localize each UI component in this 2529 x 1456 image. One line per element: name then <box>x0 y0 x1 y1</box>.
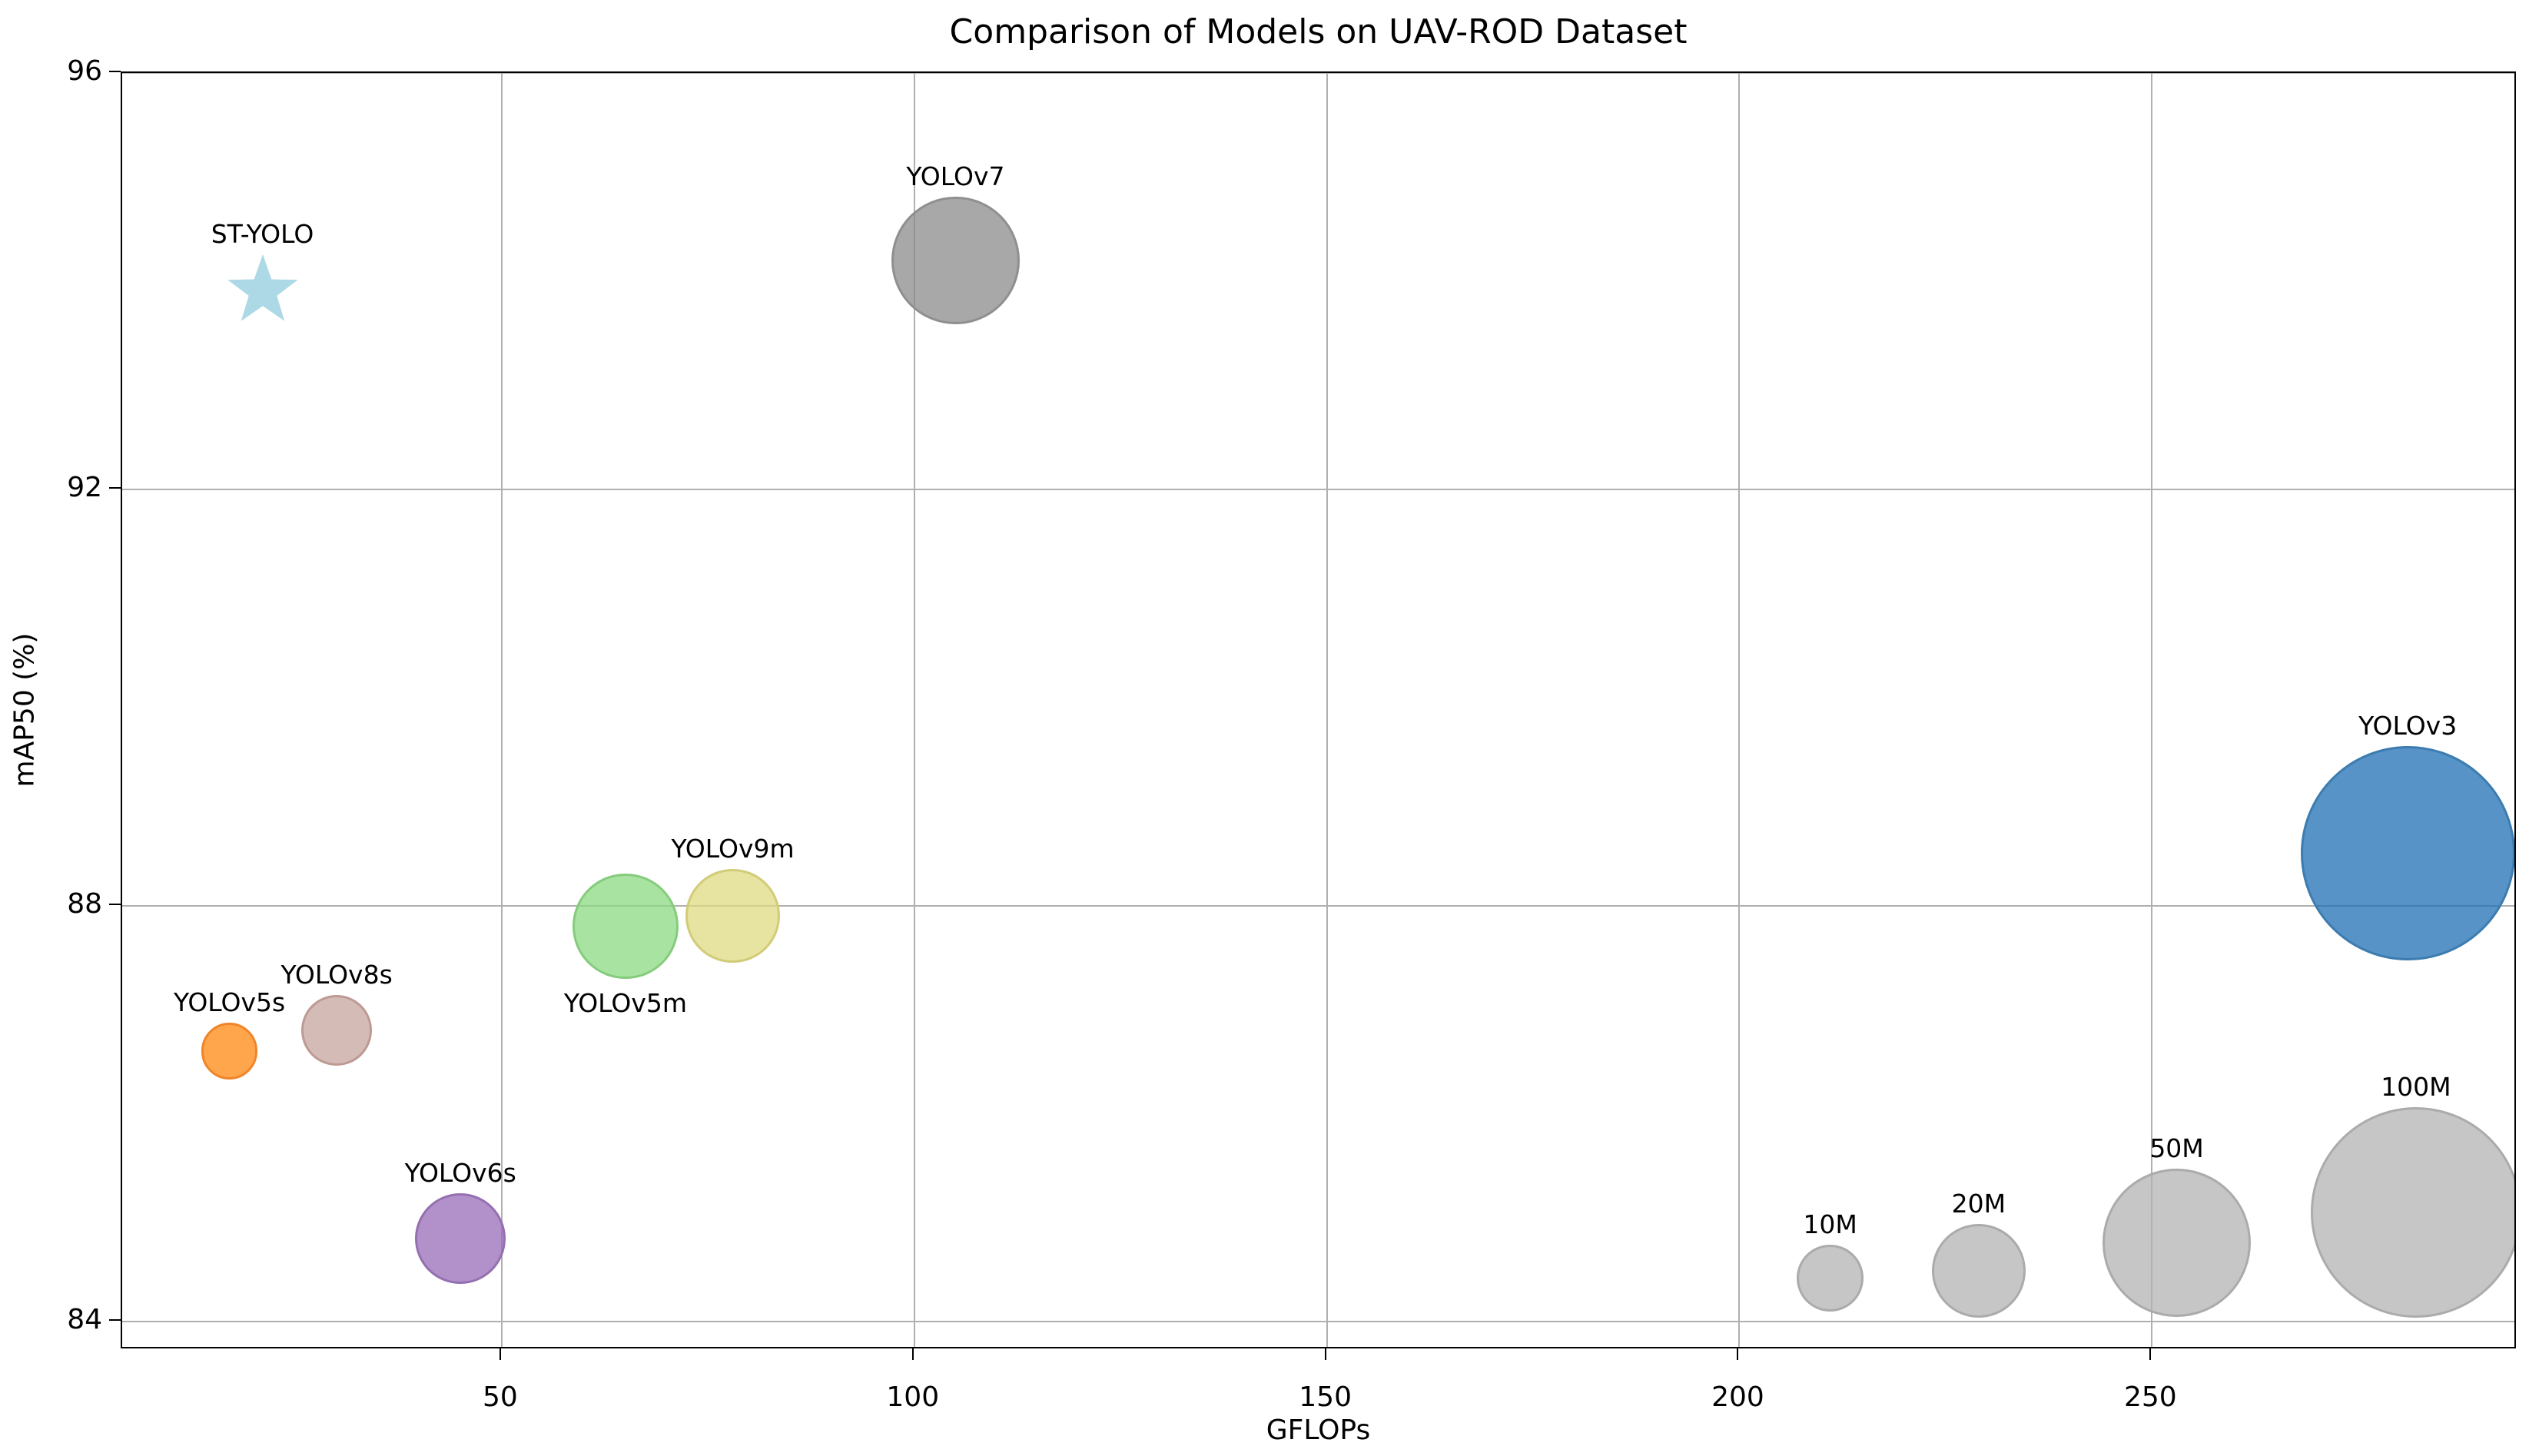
x-tick-label: 200 <box>1711 1381 1764 1413</box>
bubble-YOLOv7 <box>891 196 1020 325</box>
y-tick-label: 92 <box>67 471 102 503</box>
plot-area: ST-YOLO YOLOv5s YOLOv8s YOLOv6s YOLOv5m YOLOv… <box>121 71 2516 1348</box>
x-tick-label: 250 <box>2123 1381 2177 1413</box>
bubble-YOLOv5s <box>201 1023 258 1080</box>
bubble-YOLOv8s <box>301 995 372 1066</box>
point-label-YOLOv6s: YOLOv6s <box>404 1158 516 1189</box>
x-gridline <box>1738 73 1741 1347</box>
bubble-YOLOv6s <box>415 1193 506 1284</box>
bubble-YOLOv9m <box>685 868 780 963</box>
y-gridline <box>122 488 2514 490</box>
y-gridline <box>122 904 2514 907</box>
y-tick-mark <box>109 71 121 72</box>
x-tick-label: 100 <box>886 1381 940 1413</box>
x-tick-mark <box>1737 1348 1739 1360</box>
point-label-YOLOv9m: YOLOv9m <box>671 833 795 864</box>
x-tick-mark <box>2149 1348 2152 1360</box>
size-legend-bubble-100M <box>2310 1107 2514 1318</box>
x-tick-label: 150 <box>1299 1381 1352 1413</box>
y-tick-mark <box>109 1319 121 1322</box>
y-tick-mark <box>109 903 121 905</box>
x-gridline <box>913 73 915 1347</box>
size-legend-label-100M: 100M <box>2381 1072 2451 1103</box>
x-gridline <box>2151 73 2153 1347</box>
point-label-YOLOv7: YOLOv7 <box>906 161 1005 191</box>
point-label-YOLOv5s: YOLOv5s <box>173 987 286 1018</box>
x-tick-mark <box>1324 1348 1326 1360</box>
chart-title: Comparison of Models on UAV-ROD Dataset <box>949 12 1688 51</box>
x-gridline <box>1326 73 1328 1347</box>
point-label-YOLOv8s: YOLOv8s <box>280 960 393 990</box>
point-label-ST-YOLO: ST-YOLO <box>211 219 314 250</box>
bubble-YOLOv5m <box>573 874 679 980</box>
size-legend-label-50M: 50M <box>2149 1133 2204 1163</box>
point-label-YOLOv5m: YOLOv5m <box>563 988 688 1019</box>
y-tick-mark <box>109 486 121 489</box>
size-legend-label-10M: 10M <box>1803 1209 1857 1240</box>
size-legend-bubble-20M <box>1931 1223 2026 1318</box>
bubble-YOLOv3 <box>2300 746 2514 961</box>
size-legend-label-20M: 20M <box>1951 1188 2006 1219</box>
y-axis-label: mAP50 (%) <box>8 632 41 788</box>
y-gridline <box>122 1321 2514 1323</box>
y-tick-label: 96 <box>67 55 102 87</box>
star-marker-ST-YOLO <box>227 254 298 322</box>
size-legend-bubble-50M <box>2102 1168 2252 1318</box>
x-tick-mark <box>911 1348 914 1360</box>
x-axis-label: GFLOPs <box>1266 1415 1371 1446</box>
y-tick-label: 84 <box>67 1304 102 1336</box>
x-tick-label: 50 <box>483 1381 518 1413</box>
size-legend-bubble-10M <box>1797 1245 1864 1312</box>
x-gridline <box>500 73 503 1347</box>
y-tick-label: 88 <box>67 887 102 920</box>
point-label-YOLOv3: YOLOv3 <box>2358 711 2458 741</box>
y-gridline <box>122 73 2514 74</box>
x-tick-mark <box>499 1348 501 1360</box>
